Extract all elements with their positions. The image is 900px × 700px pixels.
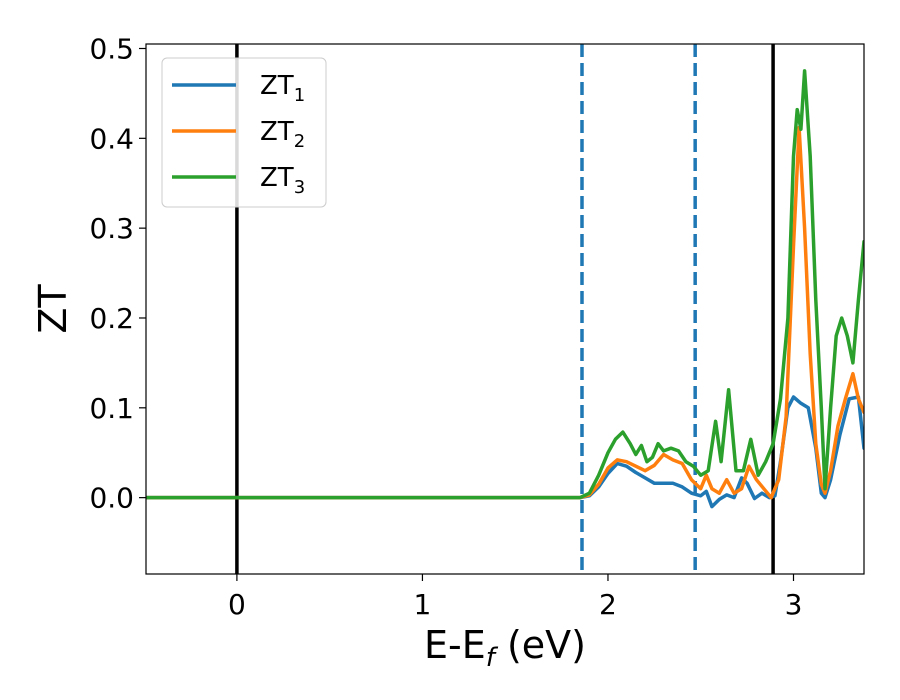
y-tick-label: 0.2 bbox=[89, 302, 134, 335]
y-tick-label: 0.1 bbox=[89, 392, 134, 425]
series-line-1 bbox=[146, 395, 864, 509]
y-tick-label: 0.4 bbox=[89, 122, 134, 155]
x-tick-label: 1 bbox=[414, 588, 432, 621]
y-tick-label: 0.0 bbox=[89, 482, 134, 515]
x-tick-label: 0 bbox=[228, 588, 246, 621]
legend-box bbox=[161, 57, 327, 208]
x-axis-label: E-Ef (eV) bbox=[424, 623, 586, 673]
series-line-3 bbox=[146, 69, 864, 500]
x-tick-label: 3 bbox=[785, 588, 803, 621]
y-axis: 0.0 0.1 0.2 0.3 0.4 0.5 bbox=[89, 32, 146, 515]
legend-label-2: ZT2 bbox=[260, 117, 305, 152]
x-tick-label: 2 bbox=[599, 588, 617, 621]
legend-label-3: ZT3 bbox=[260, 163, 305, 198]
y-tick-label: 0.5 bbox=[89, 32, 134, 65]
series-lines bbox=[146, 69, 864, 509]
legend: ZT1 ZT2 ZT3 bbox=[161, 57, 327, 208]
legend-label-1: ZT1 bbox=[260, 71, 305, 106]
y-axis-label: ZT bbox=[31, 284, 75, 334]
x-axis: 0 1 2 3 bbox=[228, 574, 802, 621]
series-line-2 bbox=[146, 125, 864, 500]
y-tick-label: 0.3 bbox=[89, 212, 134, 245]
plot-frame bbox=[145, 43, 865, 575]
